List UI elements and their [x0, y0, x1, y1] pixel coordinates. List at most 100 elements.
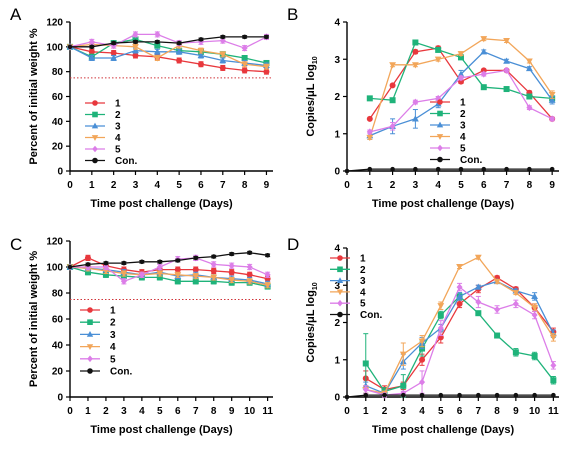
- legend-label: 3: [110, 330, 116, 341]
- series-con: [344, 392, 556, 400]
- data-point: [456, 292, 463, 300]
- data-point: [153, 48, 161, 55]
- data-point: [87, 368, 93, 374]
- series-4: [362, 254, 557, 397]
- x-tick-label: 6: [481, 180, 487, 191]
- series-2: [67, 264, 271, 290]
- x-tick-label: 3: [413, 180, 419, 191]
- x-tick-label: 7: [504, 180, 510, 191]
- data-point: [220, 34, 226, 40]
- data-point: [363, 392, 369, 398]
- data-point: [382, 392, 387, 398]
- data-point: [512, 290, 520, 297]
- legend-label: 1: [360, 254, 366, 265]
- data-point: [247, 250, 252, 255]
- x-tick-label: 2: [103, 406, 109, 417]
- series-line: [69, 46, 267, 73]
- data-point: [84, 254, 91, 261]
- panel-letter: B: [287, 5, 298, 24]
- x-tick-label: 3: [401, 406, 407, 417]
- legend-item: 3: [80, 330, 116, 341]
- data-point: [228, 262, 235, 270]
- panel-letter: D: [287, 235, 299, 254]
- x-tick-label: 4: [155, 180, 161, 191]
- legend-label: Con.: [360, 310, 382, 321]
- data-point: [418, 338, 426, 345]
- data-point: [92, 157, 98, 164]
- y-axis-title-subscript: 10: [312, 56, 319, 64]
- x-tick-label: 0: [344, 406, 350, 417]
- y-tick-label: 2: [334, 318, 340, 329]
- data-point: [411, 115, 419, 122]
- data-point: [389, 82, 396, 89]
- data-point: [475, 310, 482, 317]
- data-point: [419, 356, 426, 363]
- data-point: [336, 289, 344, 296]
- data-point: [504, 166, 509, 172]
- data-point: [457, 54, 464, 61]
- legend-item: 5: [85, 145, 121, 156]
- data-point: [503, 66, 510, 74]
- data-point: [241, 61, 249, 68]
- series-line: [69, 257, 268, 280]
- data-point: [435, 166, 441, 172]
- x-axis-title: Time post challenge (Days): [372, 198, 515, 210]
- legend-label: 4: [110, 342, 116, 353]
- data-point: [548, 92, 556, 99]
- y-tick-label: 0: [57, 167, 63, 178]
- data-point: [264, 271, 271, 279]
- data-point: [264, 282, 272, 289]
- legend-label: 5: [360, 299, 366, 310]
- data-point: [550, 361, 557, 369]
- data-point: [155, 39, 160, 45]
- data-point: [91, 135, 99, 141]
- x-tick-label: 2: [382, 406, 388, 417]
- x-tick-label: 7: [476, 406, 482, 417]
- data-point: [366, 115, 373, 122]
- data-point: [494, 305, 501, 313]
- data-point: [241, 67, 248, 74]
- data-point: [192, 273, 200, 280]
- data-point: [419, 392, 425, 398]
- series-line: [346, 394, 554, 398]
- data-point: [480, 84, 487, 91]
- data-point: [413, 166, 418, 172]
- data-point: [197, 61, 204, 68]
- series-con: [67, 250, 271, 270]
- y-tick-label: 4: [334, 18, 340, 29]
- x-tick-label: 7: [220, 180, 226, 191]
- data-point: [389, 122, 396, 130]
- x-tick-label: 0: [67, 406, 73, 417]
- legend-label: 1: [115, 99, 121, 110]
- legend-item: 1: [85, 99, 121, 110]
- x-tick-label: 10: [244, 406, 256, 417]
- y-tick-label: 1: [334, 355, 340, 366]
- data-point: [457, 74, 464, 82]
- data-point: [156, 270, 164, 278]
- data-point: [246, 278, 254, 285]
- data-point: [87, 319, 93, 325]
- data-point: [412, 39, 419, 46]
- data-point: [412, 48, 419, 55]
- legend-item: Con.: [85, 156, 137, 167]
- series-line: [69, 33, 267, 49]
- data-point: [494, 392, 500, 398]
- y-tick-label: 40: [52, 341, 64, 352]
- data-point: [503, 38, 510, 45]
- data-point: [263, 64, 270, 71]
- legend-item: Con.: [430, 155, 482, 166]
- data-point: [419, 378, 426, 386]
- data-point: [67, 44, 73, 50]
- data-point: [219, 37, 226, 45]
- data-point: [531, 292, 539, 300]
- data-point: [474, 254, 482, 261]
- data-point: [246, 271, 253, 278]
- data-point: [437, 312, 444, 319]
- data-point: [228, 269, 235, 276]
- data-point: [434, 56, 442, 63]
- series-4: [366, 36, 556, 142]
- x-tick-label: 8: [494, 406, 500, 417]
